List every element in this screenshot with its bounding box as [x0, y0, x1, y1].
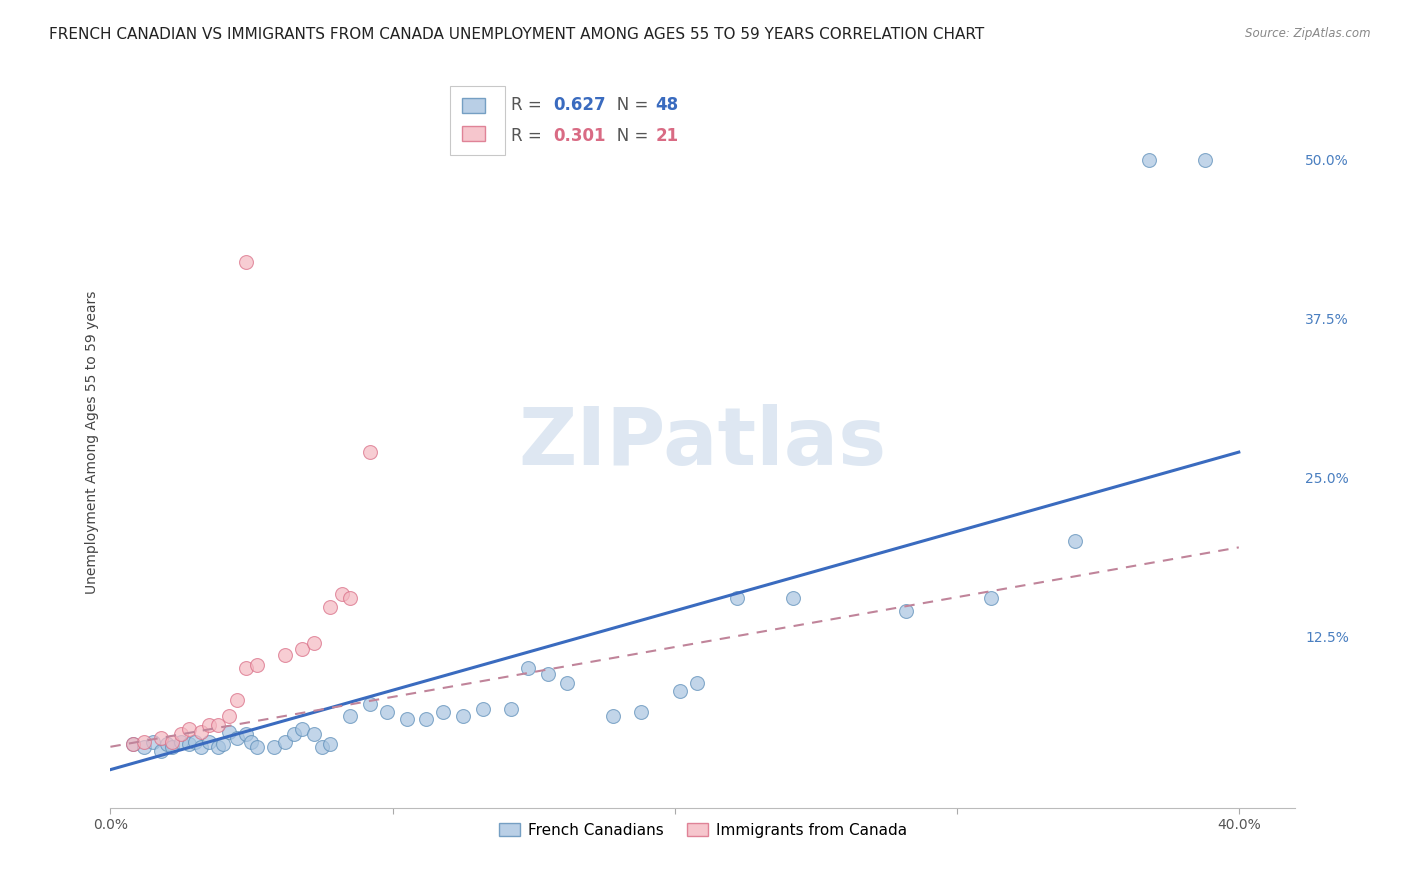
Point [415, 712, 437, 726]
Point [537, 667, 560, 681]
Point [134, 735, 156, 749]
Text: 0.627: 0.627 [554, 96, 606, 114]
Point [162, 735, 184, 749]
Point [451, 709, 474, 723]
Point [226, 693, 249, 707]
Point [1194, 153, 1216, 167]
Point [359, 445, 381, 459]
Point [263, 739, 285, 754]
Point [190, 739, 212, 754]
Point [246, 739, 269, 754]
Text: 0.301: 0.301 [554, 127, 606, 145]
Point [630, 706, 652, 720]
Point [179, 737, 201, 751]
Point [218, 724, 240, 739]
Point [516, 661, 538, 675]
Text: FRENCH CANADIAN VS IMMIGRANTS FROM CANADA UNEMPLOYMENT AMONG AGES 55 TO 59 YEARS: FRENCH CANADIAN VS IMMIGRANTS FROM CANAD… [49, 27, 984, 42]
Point [235, 661, 257, 675]
Point [122, 737, 145, 751]
Legend: French Canadians, Immigrants from Canada: French Canadians, Immigrants from Canada [492, 817, 912, 844]
Point [150, 731, 173, 745]
Point [162, 739, 184, 754]
Point [274, 648, 297, 663]
Point [156, 737, 179, 751]
Point [980, 591, 1002, 606]
Point [170, 727, 193, 741]
Point [319, 737, 342, 751]
Point [179, 722, 201, 736]
Point [190, 724, 212, 739]
Point [246, 658, 269, 673]
Point [302, 727, 325, 741]
Text: N =: N = [600, 127, 654, 145]
Point [134, 739, 156, 754]
Point [150, 743, 173, 757]
Point [122, 737, 145, 751]
Point [471, 701, 494, 715]
Point [311, 739, 333, 754]
Point [669, 684, 692, 698]
Point [198, 718, 221, 732]
Point [235, 254, 257, 268]
Point [207, 718, 229, 732]
Point [240, 735, 263, 749]
Point [330, 587, 353, 601]
Text: Source: ZipAtlas.com: Source: ZipAtlas.com [1246, 27, 1371, 40]
Y-axis label: Unemployment Among Ages 55 to 59 years: Unemployment Among Ages 55 to 59 years [86, 291, 100, 594]
Point [557, 676, 579, 690]
Text: R =: R = [510, 127, 547, 145]
Point [302, 635, 325, 649]
Point [432, 706, 454, 720]
Point [142, 735, 165, 749]
Point [274, 735, 297, 749]
Point [359, 697, 381, 711]
Text: N =: N = [600, 96, 654, 114]
Point [235, 727, 257, 741]
Point [339, 709, 361, 723]
Point [207, 739, 229, 754]
Point [395, 712, 418, 726]
Point [1064, 534, 1087, 549]
Point [725, 591, 748, 606]
Point [218, 709, 240, 723]
Point [291, 722, 314, 736]
Point [212, 737, 235, 751]
Text: 48: 48 [655, 96, 679, 114]
Text: R =: R = [510, 96, 547, 114]
Point [283, 727, 305, 741]
Point [782, 591, 804, 606]
Point [339, 591, 361, 606]
Text: 21: 21 [655, 127, 679, 145]
Point [170, 735, 193, 749]
Point [291, 642, 314, 657]
Point [602, 709, 624, 723]
Point [375, 706, 398, 720]
Point [226, 731, 249, 745]
Point [894, 604, 917, 618]
Point [184, 735, 207, 749]
Point [686, 676, 709, 690]
Text: ZIPatlas: ZIPatlas [519, 403, 887, 482]
Point [198, 735, 221, 749]
Point [319, 600, 342, 615]
Point [1137, 153, 1160, 167]
Point [499, 701, 522, 715]
